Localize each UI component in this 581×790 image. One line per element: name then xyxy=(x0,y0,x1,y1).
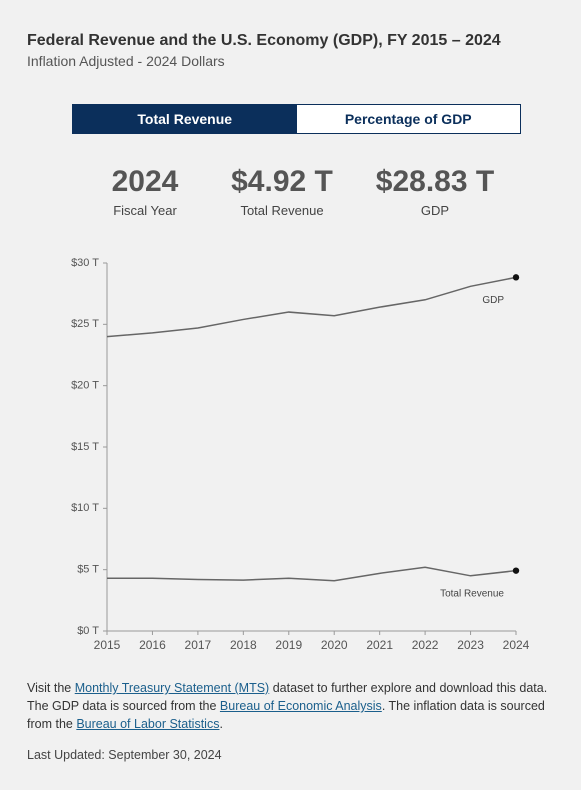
series-label: GDP xyxy=(482,295,504,306)
series-line xyxy=(106,276,517,338)
x-tick-label: 2016 xyxy=(139,638,166,652)
end-point xyxy=(512,274,520,281)
series-line xyxy=(107,566,517,582)
stat: 2024 Fiscal Year xyxy=(70,165,220,218)
tab[interactable]: Total Revenue xyxy=(73,105,297,133)
x-tick-label: 2020 xyxy=(321,638,348,652)
end-point xyxy=(512,567,520,574)
x-tick-label: 2023 xyxy=(457,638,484,652)
last-updated: Last Updated: September 30, 2024 xyxy=(27,748,222,762)
stat-label: Fiscal Year xyxy=(113,203,177,218)
y-tick-label: $25 T xyxy=(71,318,99,330)
x-tick-label: 2017 xyxy=(185,638,212,652)
source-link[interactable]: Bureau of Economic Analysis xyxy=(219,699,382,713)
x-tick-label: 2021 xyxy=(366,638,393,652)
x-tick-label: 2024 xyxy=(503,638,530,652)
stat: $4.92 T Total Revenue xyxy=(207,165,357,218)
y-tick-label: $30 T xyxy=(71,257,99,269)
x-tick-label: 2015 xyxy=(94,638,121,652)
chart-title: Federal Revenue and the U.S. Economy (GD… xyxy=(27,32,501,49)
x-tick-label: 2019 xyxy=(275,638,302,652)
stat-label: Total Revenue xyxy=(240,203,324,218)
source-link[interactable]: Bureau of Labor Statistics xyxy=(76,717,220,731)
series-label: Total Revenue xyxy=(440,588,504,599)
y-tick-label: $10 T xyxy=(71,502,99,514)
x-tick-label: 2018 xyxy=(230,638,257,652)
stat: $28.83 T GDP xyxy=(360,165,510,218)
tab[interactable]: Percentage of GDP xyxy=(344,111,472,127)
footnote-text: . The inflation data is sourced from the xyxy=(27,699,545,731)
y-tick-label: $0 T xyxy=(77,625,99,637)
stat-label: GDP xyxy=(420,203,450,218)
footnote-text: . xyxy=(219,717,223,731)
footnote: Visit the Monthly Treasury Statement (MT… xyxy=(27,679,552,733)
y-tick-label: $20 T xyxy=(71,380,99,392)
stat-value: $28.83 T xyxy=(375,165,495,198)
x-tick-label: 2022 xyxy=(412,638,439,652)
footnote-text: dataset to further explore and download … xyxy=(27,681,548,713)
stat-value: 2024 xyxy=(111,165,179,198)
stat-value: $4.92 T xyxy=(231,165,333,198)
chart-subtitle: Inflation Adjusted - 2024 Dollars xyxy=(27,53,225,69)
tab-bar: Total Revenue Percentage of GDP xyxy=(72,104,521,134)
source-link[interactable]: Monthly Treasury Statement (MTS) xyxy=(74,681,270,695)
y-tick-label: $5 T xyxy=(77,564,99,576)
y-tick-label: $15 T xyxy=(71,441,99,453)
footnote-text: Visit the xyxy=(27,681,75,695)
